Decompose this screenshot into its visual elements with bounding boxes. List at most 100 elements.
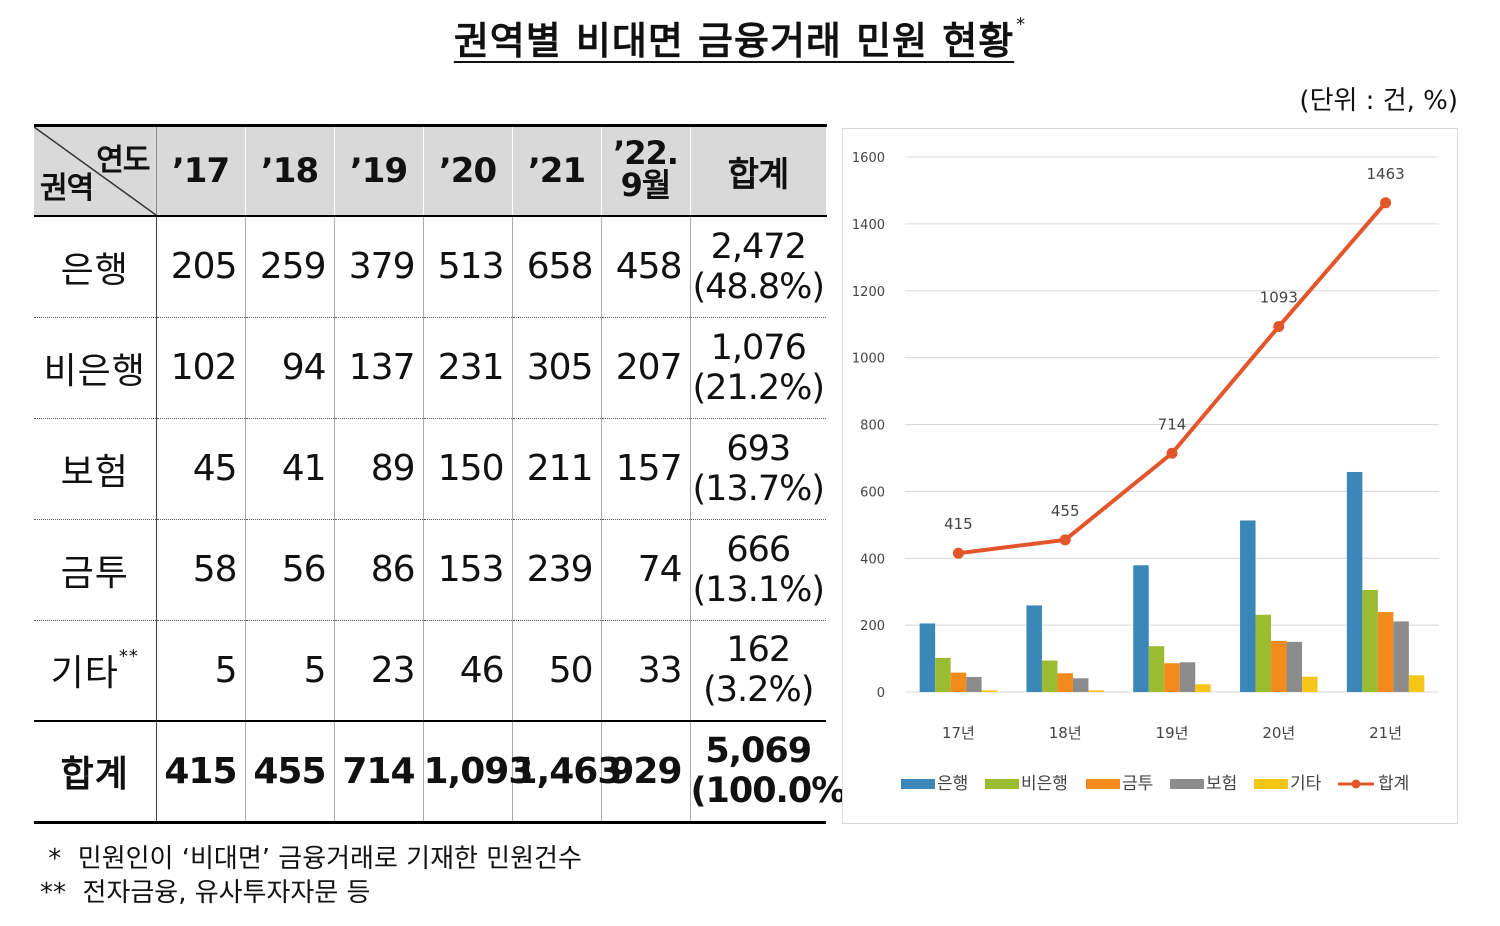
col-header-2022-sep: ’22. 9월 xyxy=(601,125,691,216)
bar-금투-20년 xyxy=(1271,640,1287,692)
bar-은행-21년 xyxy=(1346,471,1363,692)
col-header-2017: ’17 xyxy=(156,125,246,216)
bar-보험-21년 xyxy=(1393,621,1409,692)
x-tick-label: 20년 xyxy=(1262,724,1295,742)
bar-금투-17년 xyxy=(950,672,967,692)
x-tick-label: 18년 xyxy=(1049,724,1082,742)
total-line-path xyxy=(958,201,1388,556)
bar-비은행-18년 xyxy=(1041,660,1058,692)
y-tick-label: 600 xyxy=(860,485,885,500)
table-cell: 150 xyxy=(422,418,512,519)
col-header-2022-line1: ’22. xyxy=(613,134,679,172)
bar-기타-19년 xyxy=(1195,684,1211,692)
bar-은행-18년 xyxy=(1026,605,1042,692)
table-cell: 102 xyxy=(155,317,245,418)
total-cell: 1,093 xyxy=(422,721,533,822)
x-tick-label: 19년 xyxy=(1156,724,1189,742)
y-tick-label: 800 xyxy=(860,419,885,434)
table-cell: 46 xyxy=(422,620,512,721)
footnotes: * 민원인이 ‘비대면’ 금융거래로 기재한 민원건수 ** 전자금융, 유사투… xyxy=(40,842,582,910)
total-data-label: 1463 xyxy=(1367,165,1405,183)
chart-legend: 은행 비은행 금투 보험 기타 합계 xyxy=(901,774,1409,794)
combo-chart: 0 200 400 600 800 1000 1200 1400 1600 415 455 714 1… xyxy=(852,151,1439,794)
table-header-row: 연도 권역 ’17 ’18 ’19 ’20 ’21 ’22. 9월 합계 xyxy=(34,125,827,216)
chart-x-axis: 17년 18년 19년 20년 21년 xyxy=(942,724,1402,742)
table-cell: 153 xyxy=(422,519,512,620)
corner-region-label: 권역 xyxy=(40,171,94,206)
table-cell: 74 xyxy=(600,519,690,620)
table-total-row: 합계 415 455 714 1,093 1,463 929 5,069 (100… xyxy=(34,721,861,822)
bar-보험-17년 xyxy=(966,676,982,692)
legend-swatch xyxy=(901,779,935,789)
legend-swatch xyxy=(985,779,1019,789)
y-tick-label: 200 xyxy=(860,619,885,634)
table-cell: 137 xyxy=(333,317,423,418)
page-title: 권역별 비대면 금융거래 민원 현황 * xyxy=(0,10,1480,65)
title-text: 권역별 비대면 금융거래 민원 현황 xyxy=(453,19,1015,63)
table-row: 보험 45 41 89 150 211 157 693 (13.7%) xyxy=(34,418,826,519)
table-cell: 86 xyxy=(333,519,423,620)
total-point xyxy=(1273,321,1285,333)
legend-label: 비은행 xyxy=(1021,774,1068,794)
table-cell: 513 xyxy=(422,216,512,317)
col-header-2019: ’19 xyxy=(334,125,424,216)
table-cell: 45 xyxy=(155,418,245,519)
footnote-2: ** 전자금융, 유사투자자문 등 xyxy=(40,878,371,908)
table-cell: 58 xyxy=(155,519,245,620)
unit-label: (단위 : 건, %) xyxy=(1299,86,1458,116)
table-cell: 305 xyxy=(511,317,601,418)
col-header-2021: ’21 xyxy=(512,125,602,216)
legend-label: 보험 xyxy=(1206,774,1237,794)
legend-label: 합계 xyxy=(1378,774,1409,794)
total-point xyxy=(1380,197,1392,209)
total-cell: 415 xyxy=(155,721,245,822)
total-point xyxy=(1059,534,1071,546)
row-label: 비은행 xyxy=(34,317,157,418)
total-cell: 929 xyxy=(600,721,690,822)
bar-비은행-17년 xyxy=(935,657,951,692)
col-header-2018: ’18 xyxy=(245,125,335,216)
table-cell: 5 xyxy=(155,620,245,721)
x-tick-label: 21년 xyxy=(1369,724,1402,742)
title-footnote-mark: * xyxy=(1016,14,1027,35)
bar-보험-20년 xyxy=(1286,641,1303,692)
bar-기타-17년 xyxy=(981,690,998,692)
y-tick-label: 400 xyxy=(860,552,885,567)
table-cell: 207 xyxy=(600,317,690,418)
row-sum: 2,472 (48.8%) xyxy=(689,216,826,317)
col-header-total: 합계 xyxy=(690,125,827,216)
table-cell: 50 xyxy=(511,620,601,721)
bar-은행-19년 xyxy=(1133,565,1149,692)
total-cell: 714 xyxy=(333,721,423,822)
table-row: 비은행 102 94 137 231 305 207 1,076 (21.2%) xyxy=(34,317,826,418)
table-cell: 259 xyxy=(244,216,334,317)
table-cell: 658 xyxy=(511,216,601,317)
legend-swatch-marker xyxy=(1351,779,1361,789)
total-cell: 1,463 xyxy=(511,721,622,822)
table-row: 금투 58 56 86 153 239 74 666 (13.1%) xyxy=(34,519,826,620)
y-tick-label: 1200 xyxy=(852,285,885,300)
row-sum: 1,076 (21.2%) xyxy=(689,317,826,418)
table-row: 은행 205 259 379 513 658 458 2,472 (48.8%) xyxy=(34,216,826,317)
legend-label: 기타 xyxy=(1290,774,1322,794)
bar-은행-20년 xyxy=(1240,520,1256,692)
bar-기타-20년 xyxy=(1302,676,1318,692)
table-row: 기타** 5 5 23 46 50 33 162 (3.2%) xyxy=(34,620,826,721)
legend-label: 금투 xyxy=(1122,774,1153,794)
bar-은행-17년 xyxy=(919,623,936,692)
table-cell: 94 xyxy=(244,317,334,418)
bar-금투-19년 xyxy=(1164,663,1180,692)
table-cell: 205 xyxy=(155,216,245,317)
x-tick-label: 17년 xyxy=(942,724,975,742)
table-cell: 5 xyxy=(244,620,334,721)
row-label: 금투 xyxy=(34,519,157,620)
legend-swatch xyxy=(1086,779,1120,789)
total-data-label: 714 xyxy=(1158,415,1187,433)
chart-total-line: 415 455 714 1093 1463 xyxy=(944,165,1405,559)
total-point xyxy=(952,547,964,559)
table-cell: 23 xyxy=(333,620,423,721)
total-data-label: 415 xyxy=(944,515,973,533)
row-sum: 693 (13.7%) xyxy=(689,418,826,519)
table-cell: 89 xyxy=(333,418,423,519)
col-header-2020: ’20 xyxy=(423,125,513,216)
